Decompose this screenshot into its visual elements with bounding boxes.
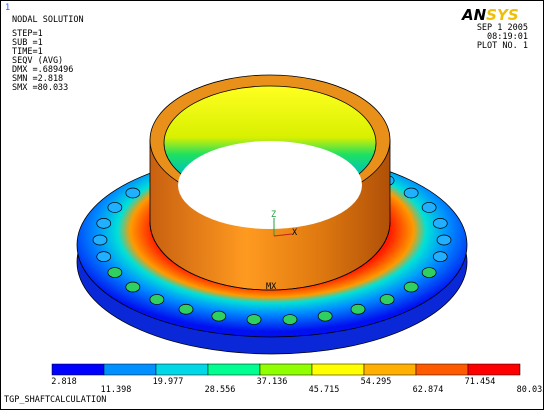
title: NODAL SOLUTION (12, 15, 84, 25)
model: Z X MX (76, 74, 468, 355)
bore (178, 141, 362, 229)
header-line: SMN =2.818 (12, 74, 63, 84)
header-line: SUB =1 (12, 38, 43, 48)
legend-label: 45.715 (309, 385, 340, 395)
footer: TGP_SHAFTCALCULATION (4, 395, 106, 405)
legend-label: 2.818 (51, 377, 77, 387)
bolt-hole (107, 267, 123, 278)
legend: 2.818 11.398 19.977 28.556 37.136 45.715 54.29… (51, 363, 544, 395)
header-line: SMX =80.033 (12, 83, 68, 93)
bolt-hole (282, 314, 298, 325)
bolt-hole (403, 187, 419, 199)
legend-label: 28.556 (205, 385, 236, 395)
legend-label: 62.874 (413, 385, 444, 395)
legend-swatch (467, 363, 521, 376)
axis-x-line (273, 233, 293, 237)
bolt-hole (379, 294, 395, 305)
bolt-hole (350, 303, 366, 315)
bolt-hole (149, 294, 165, 305)
axis-z-label: Z (271, 210, 276, 220)
bolt-hole (107, 202, 123, 213)
legend-label: 80.033 (517, 385, 544, 395)
legend-swatch (207, 363, 261, 376)
bolt-hole (317, 310, 333, 322)
legend-label: 54.295 (361, 377, 392, 387)
info-line: 08:19:01 (487, 32, 528, 42)
info-line: PLOT NO. 1 (477, 41, 528, 51)
header-line: SEQV (AVG) (12, 56, 63, 66)
logo: ANSYS (461, 6, 519, 24)
bolt-hole (421, 267, 437, 278)
header-line: TIME=1 (12, 47, 43, 57)
legend-label: 37.136 (257, 377, 288, 387)
logo-part: SYS (486, 6, 518, 24)
bolt-hole (125, 281, 141, 293)
legend-swatch (155, 363, 209, 376)
legend-swatch (51, 363, 105, 376)
header-line: DMX =.689496 (12, 65, 73, 75)
bolt-hole (178, 303, 194, 315)
window-number: 1 (5, 3, 10, 13)
bolt-hole (436, 234, 452, 246)
legend-swatch (259, 363, 313, 376)
bolt-hole (211, 310, 227, 322)
bolt-hole (421, 202, 437, 213)
bolt-hole (246, 314, 262, 325)
axis-x-label: X (292, 228, 298, 238)
legend-swatch (415, 363, 469, 376)
bolt-hole (96, 251, 112, 262)
legend-swatch (103, 363, 157, 376)
max-marker: MX (266, 282, 277, 292)
cylinder-edge (149, 221, 391, 291)
bolt-hole (92, 234, 108, 246)
header-line: STEP=1 (12, 29, 43, 39)
info-line: SEP 1 2005 (477, 23, 528, 33)
legend-swatch (363, 363, 417, 376)
bolt-hole (432, 218, 448, 229)
legend-swatch (311, 363, 365, 376)
bolt-hole (96, 218, 112, 229)
legend-label: 71.454 (465, 377, 496, 387)
bolt-hole (125, 187, 141, 199)
bolt-hole (403, 281, 419, 293)
bolt-hole (432, 251, 448, 262)
legend-label: 19.977 (153, 377, 184, 387)
logo-part: AN (461, 6, 487, 24)
legend-label: 11.398 (101, 385, 132, 395)
